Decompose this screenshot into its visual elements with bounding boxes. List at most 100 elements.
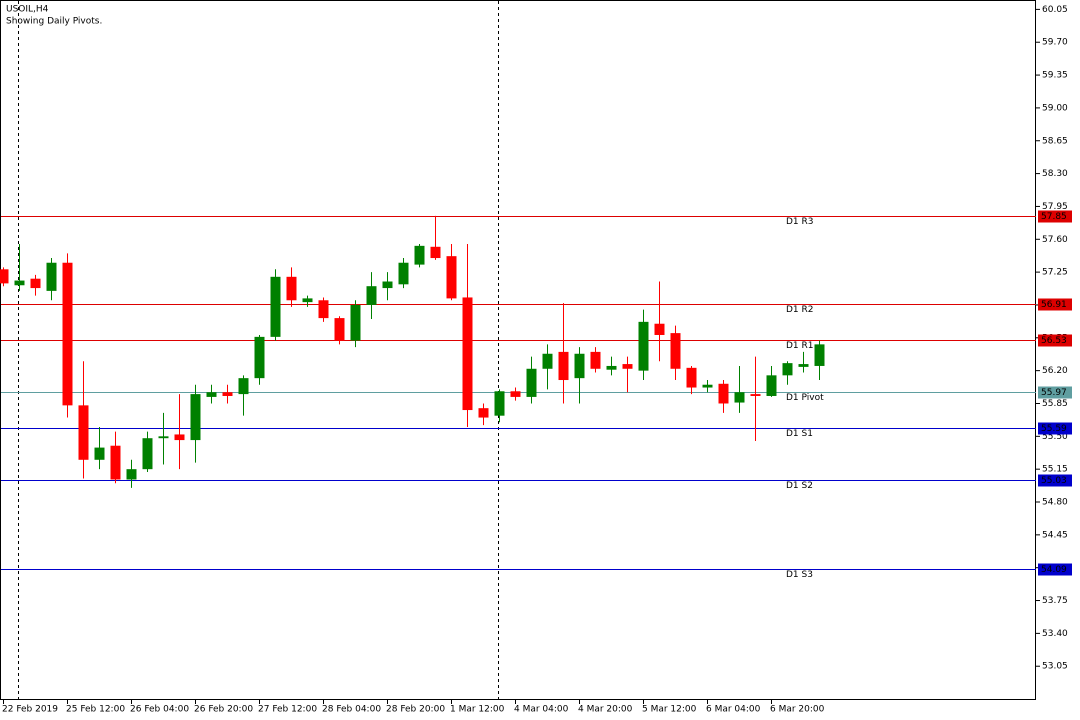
candle-body xyxy=(110,445,121,480)
x-tick-label: 6 Mar 20:00 xyxy=(770,705,825,715)
pivot-price-box xyxy=(1038,474,1072,487)
y-tick-label: 54.45 xyxy=(1042,530,1068,540)
pivot-price-box xyxy=(1038,422,1072,435)
candle-body xyxy=(702,384,713,388)
y-tick-label: 55.85 xyxy=(1042,399,1068,409)
pivot-label: D1 S2 xyxy=(786,481,813,491)
candle-body xyxy=(430,246,441,259)
candle-body xyxy=(782,363,793,376)
candle-body xyxy=(510,391,521,397)
candle-body xyxy=(46,262,57,291)
x-tick-label: 26 Feb 04:00 xyxy=(130,705,189,715)
candle-body xyxy=(814,344,825,366)
pivot-label: D1 Pivot xyxy=(786,393,824,403)
y-tick-label: 59.35 xyxy=(1042,71,1068,81)
x-tick-label: 28 Feb 20:00 xyxy=(386,705,445,715)
pivot-price-box xyxy=(1038,210,1072,223)
pivot-price-label: 55.97 xyxy=(1041,388,1067,398)
candle-body xyxy=(30,278,41,289)
x-tick-label: 22 Feb 2019 xyxy=(2,705,58,715)
x-tick-label: 4 Mar 04:00 xyxy=(514,705,569,715)
pivot-label: D1 S3 xyxy=(786,570,813,580)
y-tick-label: 53.75 xyxy=(1042,596,1068,606)
x-tick-label: 25 Feb 12:00 xyxy=(66,705,125,715)
y-tick-label: 55.50 xyxy=(1042,432,1068,442)
pivot-label: D1 R1 xyxy=(786,341,814,351)
x-tick-label: 4 Mar 20:00 xyxy=(578,705,633,715)
candle-body xyxy=(574,353,585,379)
y-tick-label: 57.95 xyxy=(1042,202,1068,212)
pivot-price-label: 55.59 xyxy=(1041,424,1067,434)
y-tick-label: 60.05 xyxy=(1042,5,1068,15)
pivot-label: D1 R2 xyxy=(786,305,814,315)
chart-subtitle: Showing Daily Pivots. xyxy=(6,17,102,27)
candle-body xyxy=(94,447,105,460)
candle-body xyxy=(270,276,281,337)
y-tick-label: 58.30 xyxy=(1042,169,1068,179)
candle-body xyxy=(766,375,777,396)
x-tick-label: 1 Mar 12:00 xyxy=(450,705,505,715)
candle-body xyxy=(398,262,409,285)
y-tick-label: 53.40 xyxy=(1042,629,1068,639)
candle-body xyxy=(382,281,393,289)
candle-body xyxy=(286,276,297,301)
candle-body xyxy=(670,333,681,369)
candle-body xyxy=(334,318,345,341)
candle-body xyxy=(14,280,25,286)
x-tick-label: 28 Feb 04:00 xyxy=(322,705,381,715)
candle-body xyxy=(734,392,745,403)
pivot-label: D1 R3 xyxy=(786,217,814,227)
candle-body xyxy=(62,262,73,406)
y-tick-label: 59.00 xyxy=(1042,103,1068,113)
candle-body xyxy=(238,378,249,395)
pivot-label: D1 S1 xyxy=(786,429,813,439)
candle-body xyxy=(654,323,665,335)
pivot-price-label: 56.91 xyxy=(1041,300,1067,310)
y-tick-label: 55.15 xyxy=(1042,465,1068,475)
candle-body xyxy=(0,269,9,284)
y-tick-label: 54.80 xyxy=(1042,498,1068,508)
candle-body xyxy=(126,469,137,480)
candle-body xyxy=(558,351,569,381)
pivot-price-label: 56.53 xyxy=(1041,336,1067,346)
y-tick-label: 56.20 xyxy=(1042,366,1068,376)
candle-body xyxy=(190,394,201,441)
candle-body xyxy=(750,394,761,396)
candle-body xyxy=(446,256,457,299)
y-tick-label: 59.70 xyxy=(1042,38,1068,48)
candle-body xyxy=(350,304,361,341)
candle-body xyxy=(638,321,649,371)
x-tick-label: 26 Feb 20:00 xyxy=(194,705,253,715)
candle-body xyxy=(494,391,505,416)
candle-body xyxy=(590,351,601,369)
candle-body xyxy=(222,392,233,396)
pivot-price-box xyxy=(1038,298,1072,311)
x-tick-label: 27 Feb 12:00 xyxy=(258,705,317,715)
candle-body xyxy=(606,365,617,370)
pivot-price-label: 55.03 xyxy=(1041,476,1067,486)
candle-body xyxy=(158,436,169,439)
y-tick-label: 58.65 xyxy=(1042,136,1068,146)
candle-body xyxy=(542,353,553,369)
pivot-price-label: 54.09 xyxy=(1041,565,1067,575)
candle-body xyxy=(798,364,809,367)
candle-body xyxy=(718,383,729,404)
candle-body xyxy=(254,336,265,379)
candle-body xyxy=(302,298,313,303)
candle-body xyxy=(462,297,473,411)
candle-body xyxy=(174,434,185,441)
candle-body xyxy=(78,405,89,460)
candle-body xyxy=(526,368,537,397)
candle-body xyxy=(206,392,217,397)
candle-body xyxy=(414,245,425,265)
candle-body xyxy=(142,438,153,470)
pivot-price-box xyxy=(1038,386,1072,399)
y-tick-label: 57.60 xyxy=(1042,235,1068,245)
candle-body xyxy=(686,367,697,388)
candle-body xyxy=(478,408,489,418)
pivot-price-box xyxy=(1038,334,1072,347)
y-tick-label: 53.05 xyxy=(1042,662,1068,672)
candle-body xyxy=(318,300,329,319)
